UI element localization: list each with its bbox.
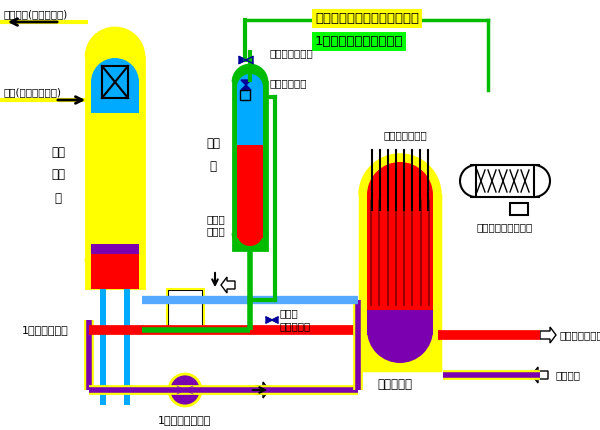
- Bar: [86, 57, 144, 288]
- Wedge shape: [237, 233, 263, 246]
- Text: 1次冷却材ポンプ: 1次冷却材ポンプ: [158, 415, 212, 425]
- Wedge shape: [360, 155, 440, 195]
- Bar: [91, 244, 139, 254]
- Wedge shape: [86, 259, 144, 288]
- Polygon shape: [221, 277, 235, 293]
- Bar: [471, 165, 539, 197]
- Wedge shape: [233, 233, 267, 250]
- Text: 他ループ蒸気発生器へ: 他ループ蒸気発生器へ: [560, 330, 600, 340]
- Bar: [360, 195, 440, 370]
- Bar: [167, 290, 203, 332]
- Text: 給水(主給水ポンプ): 給水(主給水ポンプ): [3, 87, 61, 97]
- Text: 加圧器安全弁: 加圧器安全弁: [270, 78, 308, 88]
- Polygon shape: [241, 85, 251, 90]
- Polygon shape: [255, 382, 269, 398]
- Text: 蒸気
発生
器: 蒸気 発生 器: [51, 145, 65, 205]
- Polygon shape: [239, 56, 246, 64]
- Polygon shape: [185, 386, 193, 394]
- Polygon shape: [177, 386, 185, 394]
- Wedge shape: [91, 259, 139, 283]
- Polygon shape: [272, 317, 278, 323]
- Circle shape: [171, 376, 199, 404]
- Bar: [367, 195, 433, 310]
- Wedge shape: [460, 165, 476, 197]
- Text: 1次冷却材配管: 1次冷却材配管: [22, 325, 69, 335]
- Bar: [124, 259, 130, 405]
- Bar: [360, 195, 440, 370]
- Wedge shape: [534, 165, 550, 197]
- Bar: [91, 82, 139, 113]
- Bar: [86, 57, 144, 288]
- Bar: [237, 87, 263, 145]
- Bar: [510, 203, 528, 215]
- Bar: [233, 82, 267, 250]
- Wedge shape: [86, 28, 144, 57]
- Polygon shape: [246, 56, 253, 64]
- Wedge shape: [367, 162, 433, 195]
- Polygon shape: [266, 317, 272, 323]
- Text: 原子炉容器: 原子炉容器: [377, 378, 413, 391]
- Polygon shape: [241, 80, 251, 85]
- Wedge shape: [233, 65, 267, 82]
- Text: 1次冷却材の圧力を制御: 1次冷却材の圧力を制御: [315, 35, 404, 48]
- Wedge shape: [94, 259, 130, 277]
- Wedge shape: [237, 74, 263, 87]
- Wedge shape: [360, 330, 440, 370]
- Polygon shape: [540, 327, 556, 343]
- Bar: [367, 310, 433, 335]
- Bar: [91, 254, 139, 289]
- Text: 加圧器逃がしタンク: 加圧器逃がしタンク: [477, 222, 533, 232]
- Bar: [167, 289, 203, 333]
- Text: 加圧器
ヒータ: 加圧器 ヒータ: [206, 214, 225, 236]
- Polygon shape: [532, 367, 548, 383]
- Text: 他ループ: 他ループ: [555, 370, 580, 380]
- Text: 核燃料の熱を循環させる流路: 核燃料の熱を循環させる流路: [315, 12, 419, 25]
- Text: 制御棒駆動装置: 制御棒駆動装置: [383, 130, 427, 140]
- Bar: [100, 259, 106, 405]
- Bar: [237, 145, 263, 238]
- Wedge shape: [367, 330, 433, 363]
- Text: 加圧器
スプレイ弁: 加圧器 スプレイ弁: [280, 308, 311, 332]
- Bar: [102, 66, 128, 98]
- Bar: [240, 90, 250, 100]
- Wedge shape: [91, 58, 139, 82]
- Bar: [233, 82, 267, 250]
- Text: 加圧器逃がし弁: 加圧器逃がし弁: [270, 48, 314, 58]
- Text: 発生蒸気(タービンへ): 発生蒸気(タービンへ): [3, 9, 67, 19]
- Text: 加圧
器: 加圧 器: [206, 137, 220, 173]
